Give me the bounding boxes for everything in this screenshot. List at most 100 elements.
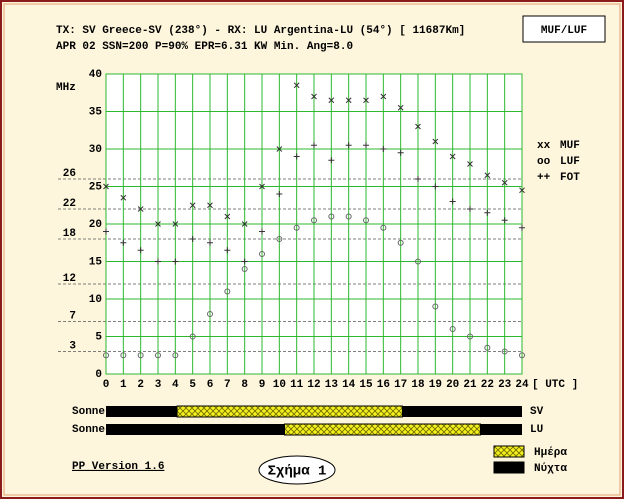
legend-swatch xyxy=(493,461,525,474)
y-tick-label: 0 xyxy=(95,369,102,381)
y-tick-label: 22 xyxy=(63,198,76,210)
luf-point xyxy=(189,333,196,340)
y-tick-label: 35 xyxy=(89,106,103,118)
muf-point xyxy=(137,206,144,212)
fot-point xyxy=(397,149,404,156)
day-bar xyxy=(176,405,403,418)
fot-point xyxy=(415,176,421,182)
muf-point xyxy=(189,202,196,209)
legend-label: FOT xyxy=(560,172,580,184)
fot-point xyxy=(449,198,456,205)
muf-point xyxy=(415,123,421,130)
muf-point xyxy=(397,104,404,111)
muf-point xyxy=(501,179,508,186)
fot-point xyxy=(328,157,335,164)
muf-point xyxy=(467,161,473,167)
luf-point xyxy=(137,352,144,359)
legend-marker: ++ xyxy=(537,172,551,184)
y-tick-label: 20 xyxy=(89,219,102,231)
muf-point xyxy=(519,187,525,194)
muf-point xyxy=(484,172,491,179)
muf-point xyxy=(328,97,335,104)
fot-point xyxy=(501,217,508,224)
x-tick-label: 1 xyxy=(120,379,127,391)
y-tick-label: 26 xyxy=(63,168,76,180)
luf-point xyxy=(241,266,248,272)
inner-frame xyxy=(3,3,621,496)
muf-point xyxy=(276,146,283,152)
x-tick-label: 15 xyxy=(359,379,373,391)
x-tick-label: 3 xyxy=(155,379,162,391)
y-tick-label: 30 xyxy=(89,144,102,156)
x-tick-label: 21 xyxy=(463,379,477,391)
luf-point xyxy=(449,326,456,332)
x-axis-label: [ UTC ] xyxy=(532,379,578,391)
luf-point xyxy=(207,311,213,317)
fot-point xyxy=(484,209,491,216)
x-tick-label: 19 xyxy=(429,379,442,391)
y-tick-label: 10 xyxy=(89,294,102,306)
header-box-label: MUF/LUF xyxy=(541,25,587,37)
x-tick-label: 14 xyxy=(342,379,356,391)
luf-point xyxy=(311,217,317,224)
fot-point xyxy=(155,258,161,265)
x-tick-label: 9 xyxy=(259,379,266,391)
header-line1: TX: SV Greece-SV (238°) - RX: LU Argenti… xyxy=(56,25,465,37)
y-tick-label: 15 xyxy=(89,256,103,268)
fot-point xyxy=(311,142,317,149)
luf-point xyxy=(224,288,231,295)
luf-point xyxy=(432,303,439,310)
legend-label: Ημέρα xyxy=(534,446,567,459)
luf-point xyxy=(120,352,127,359)
luf-point xyxy=(363,217,369,224)
x-tick-label: 4 xyxy=(172,379,179,391)
fot-point xyxy=(189,236,196,242)
legend-label: Νύχτα xyxy=(534,462,567,475)
x-tick-label: 0 xyxy=(103,379,110,391)
fot-point xyxy=(259,228,265,235)
fot-point xyxy=(224,247,231,254)
figure-label: Σχήμα 1 xyxy=(268,463,327,480)
luf-point xyxy=(276,236,283,242)
x-tick-label: 18 xyxy=(411,379,425,391)
fot-point xyxy=(207,239,213,246)
y-tick-label: 25 xyxy=(89,181,103,193)
x-tick-label: 24 xyxy=(515,379,529,391)
fot-point xyxy=(137,247,144,254)
muf-point xyxy=(380,93,387,100)
y-tick-label: 12 xyxy=(63,273,76,285)
x-tick-label: 16 xyxy=(377,379,390,391)
header-line2: APR 02 SSN=200 P=90% EPR=6.31 KW Min. An… xyxy=(56,41,353,53)
luf-point xyxy=(397,239,404,246)
x-tick-label: 17 xyxy=(394,379,407,391)
x-tick-label: 20 xyxy=(446,379,459,391)
x-tick-label: 2 xyxy=(137,379,144,391)
muf-point xyxy=(241,221,248,227)
luf-point xyxy=(501,348,508,355)
legend-swatch xyxy=(493,445,525,458)
y-tick-label: 5 xyxy=(95,331,102,343)
fot-point xyxy=(172,258,179,265)
legend-label: LUF xyxy=(560,156,580,168)
luf-point xyxy=(293,224,300,231)
header-box xyxy=(522,15,606,43)
muf-point xyxy=(155,221,161,227)
x-tick-label: 7 xyxy=(224,379,231,391)
luf-point xyxy=(259,251,265,257)
y-tick-label: 40 xyxy=(89,69,102,81)
muf-point xyxy=(120,194,127,201)
luf-point xyxy=(328,213,335,220)
x-tick-label: 11 xyxy=(290,379,304,391)
y-tick-label: 7 xyxy=(69,310,76,322)
muf-point xyxy=(259,183,265,190)
luf-point xyxy=(345,213,352,220)
legend-marker: xx xyxy=(537,140,551,152)
y-tick-label: 3 xyxy=(69,340,76,352)
fot-point xyxy=(467,206,473,212)
fot-point xyxy=(363,142,369,149)
fot-point xyxy=(345,142,352,149)
fot-point xyxy=(432,183,439,190)
fot-point xyxy=(241,258,248,265)
legend-marker: oo xyxy=(537,156,551,168)
